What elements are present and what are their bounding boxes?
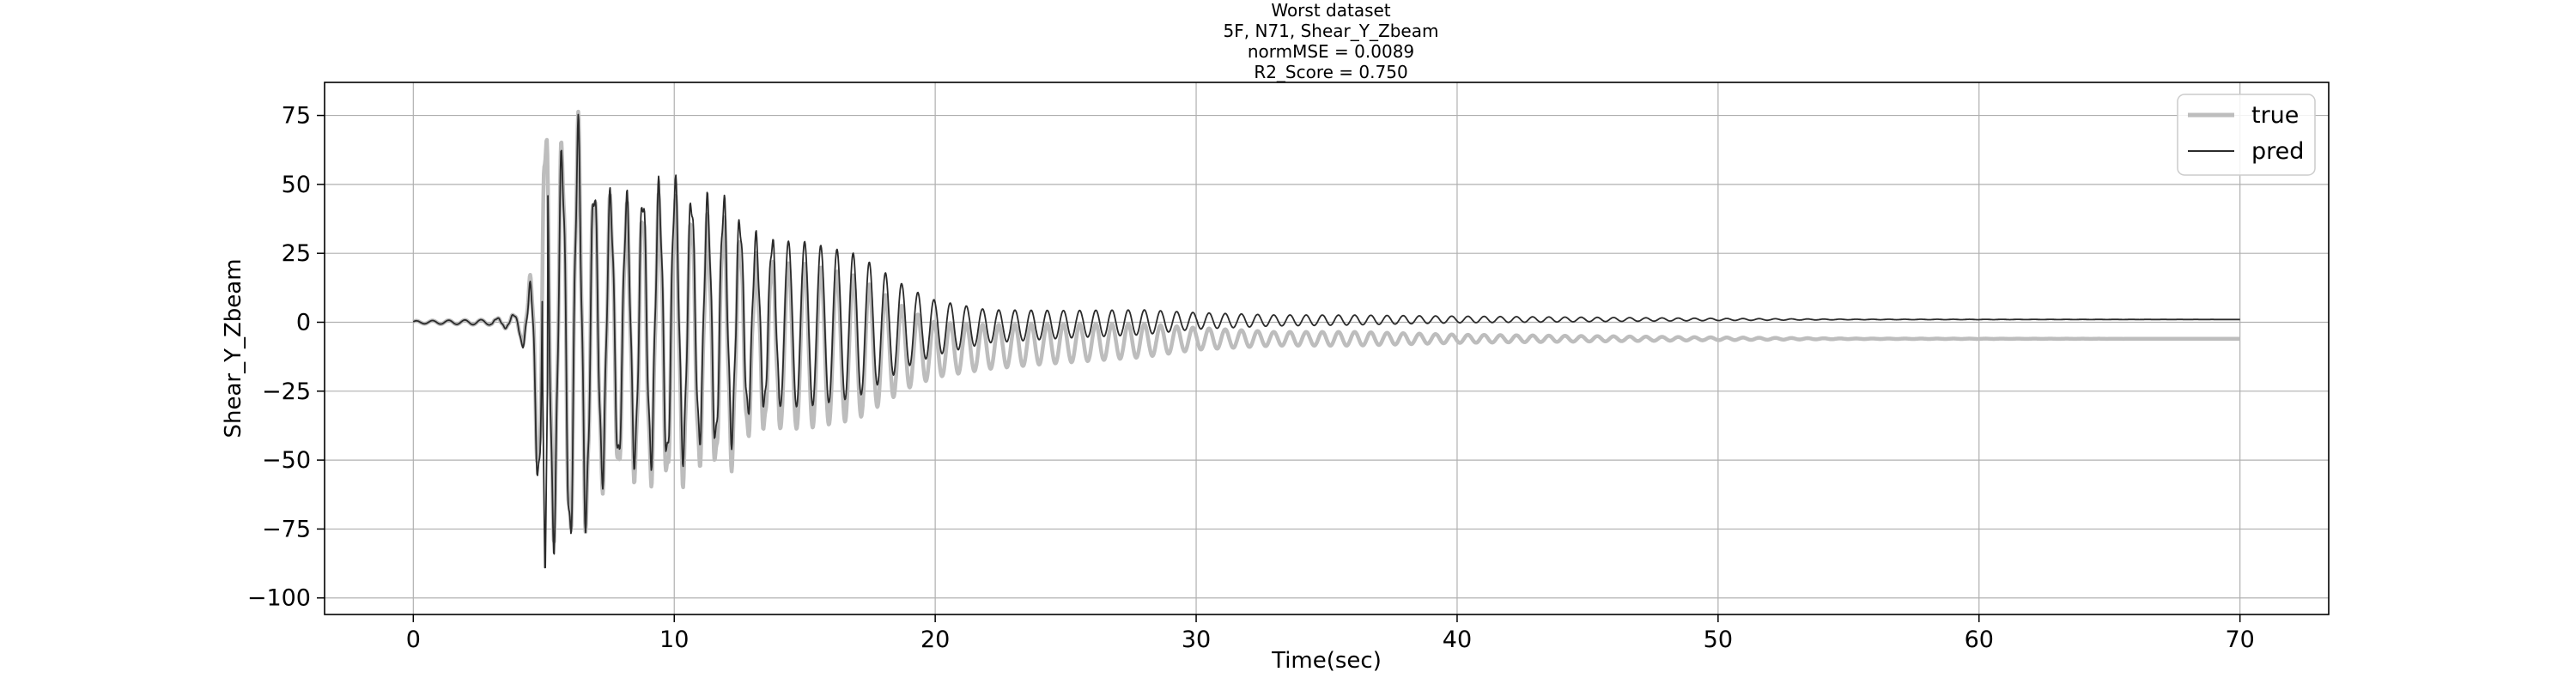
grid: [325, 82, 2329, 614]
y-tick-label: 0: [296, 309, 311, 336]
x-tick-label: 60: [1965, 626, 1994, 653]
x-tick-label: 10: [659, 626, 689, 653]
x-axis-ticks: 0 10 20 30 40 50 60 70: [406, 614, 2255, 653]
y-tick-label: −50: [262, 447, 311, 474]
chart-title: Worst dataset 5F, N71, Shear_Y_Zbeam nor…: [1224, 0, 1439, 82]
title-line-4: R2_Score = 0.750: [1254, 62, 1407, 82]
y-tick-label: 25: [282, 240, 311, 267]
series-line-pred: [412, 113, 2240, 569]
series-layer: [411, 109, 2242, 569]
series-line-true: [411, 109, 2242, 544]
legend-label-true: true: [2251, 102, 2299, 129]
y-axis-label: Shear_Y_Zbeam: [221, 258, 246, 438]
y-tick-label: −75: [262, 516, 311, 542]
legend-label-pred: pred: [2251, 138, 2304, 165]
y-tick-label: −100: [247, 585, 311, 612]
x-tick-label: 0: [406, 626, 421, 653]
legend: true pred: [2177, 94, 2316, 176]
x-tick-label: 20: [920, 626, 950, 653]
x-axis-label: Time(sec): [1271, 648, 1382, 674]
y-tick-label: 75: [282, 103, 311, 130]
y-axis-ticks: −100 −75 −50 −25 0 25 50 75: [247, 103, 325, 612]
title-line-2: 5F, N71, Shear_Y_Zbeam: [1224, 21, 1439, 41]
x-tick-label: 30: [1182, 626, 1211, 653]
x-tick-label: 40: [1443, 626, 1472, 653]
y-tick-label: −25: [262, 378, 311, 405]
title-line-3: normMSE = 0.0089: [1248, 41, 1414, 62]
axes-frame: [324, 82, 2330, 615]
x-tick-label: 70: [2225, 626, 2254, 653]
x-tick-label: 50: [1704, 626, 1733, 653]
y-tick-label: 50: [282, 172, 311, 198]
title-line-1: Worst dataset: [1271, 0, 1390, 21]
